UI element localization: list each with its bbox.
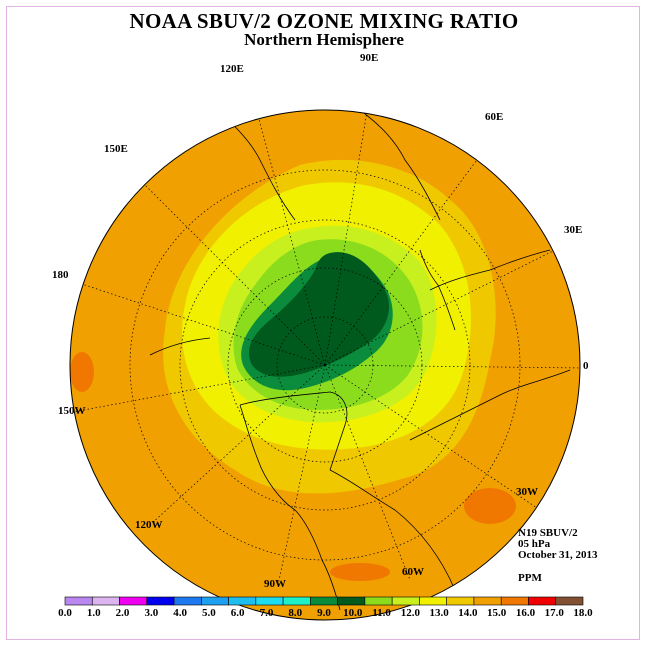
colorbar-swatch xyxy=(119,596,148,606)
colorbar-tick-label: 3.0 xyxy=(144,607,159,619)
coastlines xyxy=(149,110,571,611)
lon-label-90e: 90E xyxy=(360,52,379,64)
ozone-field xyxy=(70,93,580,620)
lon-label-30w: 30W xyxy=(516,486,538,498)
lon-label-150w: 150W xyxy=(58,405,86,417)
map-title: NOAA SBUV/2 OZONE MIXING RATIO xyxy=(129,9,519,33)
lon-label-120e: 120E xyxy=(220,63,244,75)
colorbar-swatch xyxy=(555,596,584,606)
colorbar-tick-label: 2.0 xyxy=(115,607,130,619)
colorbar-tick-label: 1.0 xyxy=(86,607,101,619)
colorbar-swatch xyxy=(364,596,393,606)
colorbar-tick-label: 14.0 xyxy=(458,607,478,619)
colorbar-tick-label: 4.0 xyxy=(173,607,187,619)
lon-label-30e: 30E xyxy=(564,224,583,236)
colorbar-tick-label: 16.0 xyxy=(515,607,536,619)
lon-label-60w: 60W xyxy=(402,566,424,578)
colorbar-swatch xyxy=(391,596,420,606)
colorbar-tick-label: 12.0 xyxy=(400,607,420,619)
lon-label-0: 0 xyxy=(583,360,589,372)
units-label: PPM xyxy=(518,572,542,584)
colorbar-swatch xyxy=(201,596,229,606)
colorbar-swatch xyxy=(419,596,447,606)
colorbar-tick-label: 13.0 xyxy=(429,607,449,619)
colorbar-swatch xyxy=(528,596,557,606)
contour-15-16-patch xyxy=(330,563,390,581)
colorbar-swatch xyxy=(91,596,120,606)
colorbar-tick-label: 8.0 xyxy=(288,607,303,619)
colorbar-swatch xyxy=(310,596,338,606)
map-subtitle: Northern Hemisphere xyxy=(244,30,404,49)
colorbar-tick-label: 15.0 xyxy=(487,607,507,619)
colorbar-swatch xyxy=(473,596,502,606)
globe-boundary xyxy=(69,109,581,621)
colorbar-tick-label: 18.0 xyxy=(573,607,593,619)
colorbar-tick-label: 17.0 xyxy=(544,607,564,619)
colorbar-swatch xyxy=(64,596,93,606)
colorbar-swatch xyxy=(146,596,175,606)
graticule xyxy=(70,110,580,586)
colorbar-swatch xyxy=(228,596,257,606)
lon-label-120w: 120W xyxy=(135,519,163,531)
colorbar-swatch xyxy=(282,596,311,606)
colorbar-swatch xyxy=(255,596,284,606)
lon-label-180: 180 xyxy=(52,269,69,281)
colorbar-swatch xyxy=(446,596,475,606)
lon-label-150e: 150E xyxy=(104,143,128,155)
colorbar-swatch xyxy=(500,596,529,606)
colorbar-tick-label: 10.0 xyxy=(343,607,363,619)
figure-frame xyxy=(6,6,640,640)
colorbar-tick-label: 7.0 xyxy=(259,607,274,619)
colorbar xyxy=(64,596,584,606)
colorbar-tick-label: 9.0 xyxy=(317,607,331,619)
colorbar-tick-label: 5.0 xyxy=(202,607,216,619)
lon-label-60e: 60E xyxy=(485,111,504,123)
contour-15-16-patch xyxy=(464,488,516,524)
colorbar-tick-label: 11.0 xyxy=(372,607,391,619)
satellite-label: N19 SBUV/2 xyxy=(518,527,578,539)
colorbar-swatch xyxy=(337,596,366,606)
date-label: October 31, 2013 xyxy=(518,549,598,561)
pressure-level-label: 05 hPa xyxy=(518,538,551,550)
colorbar-swatch xyxy=(173,596,202,606)
colorbar-tick-label: 6.0 xyxy=(230,607,245,619)
colorbar-tick-label: 0.0 xyxy=(58,607,72,619)
contour-15-16-patch xyxy=(70,352,94,392)
lon-label-90w: 90W xyxy=(264,578,286,590)
contour-above-10 xyxy=(248,252,389,377)
contour-15-16-patch xyxy=(368,93,420,107)
